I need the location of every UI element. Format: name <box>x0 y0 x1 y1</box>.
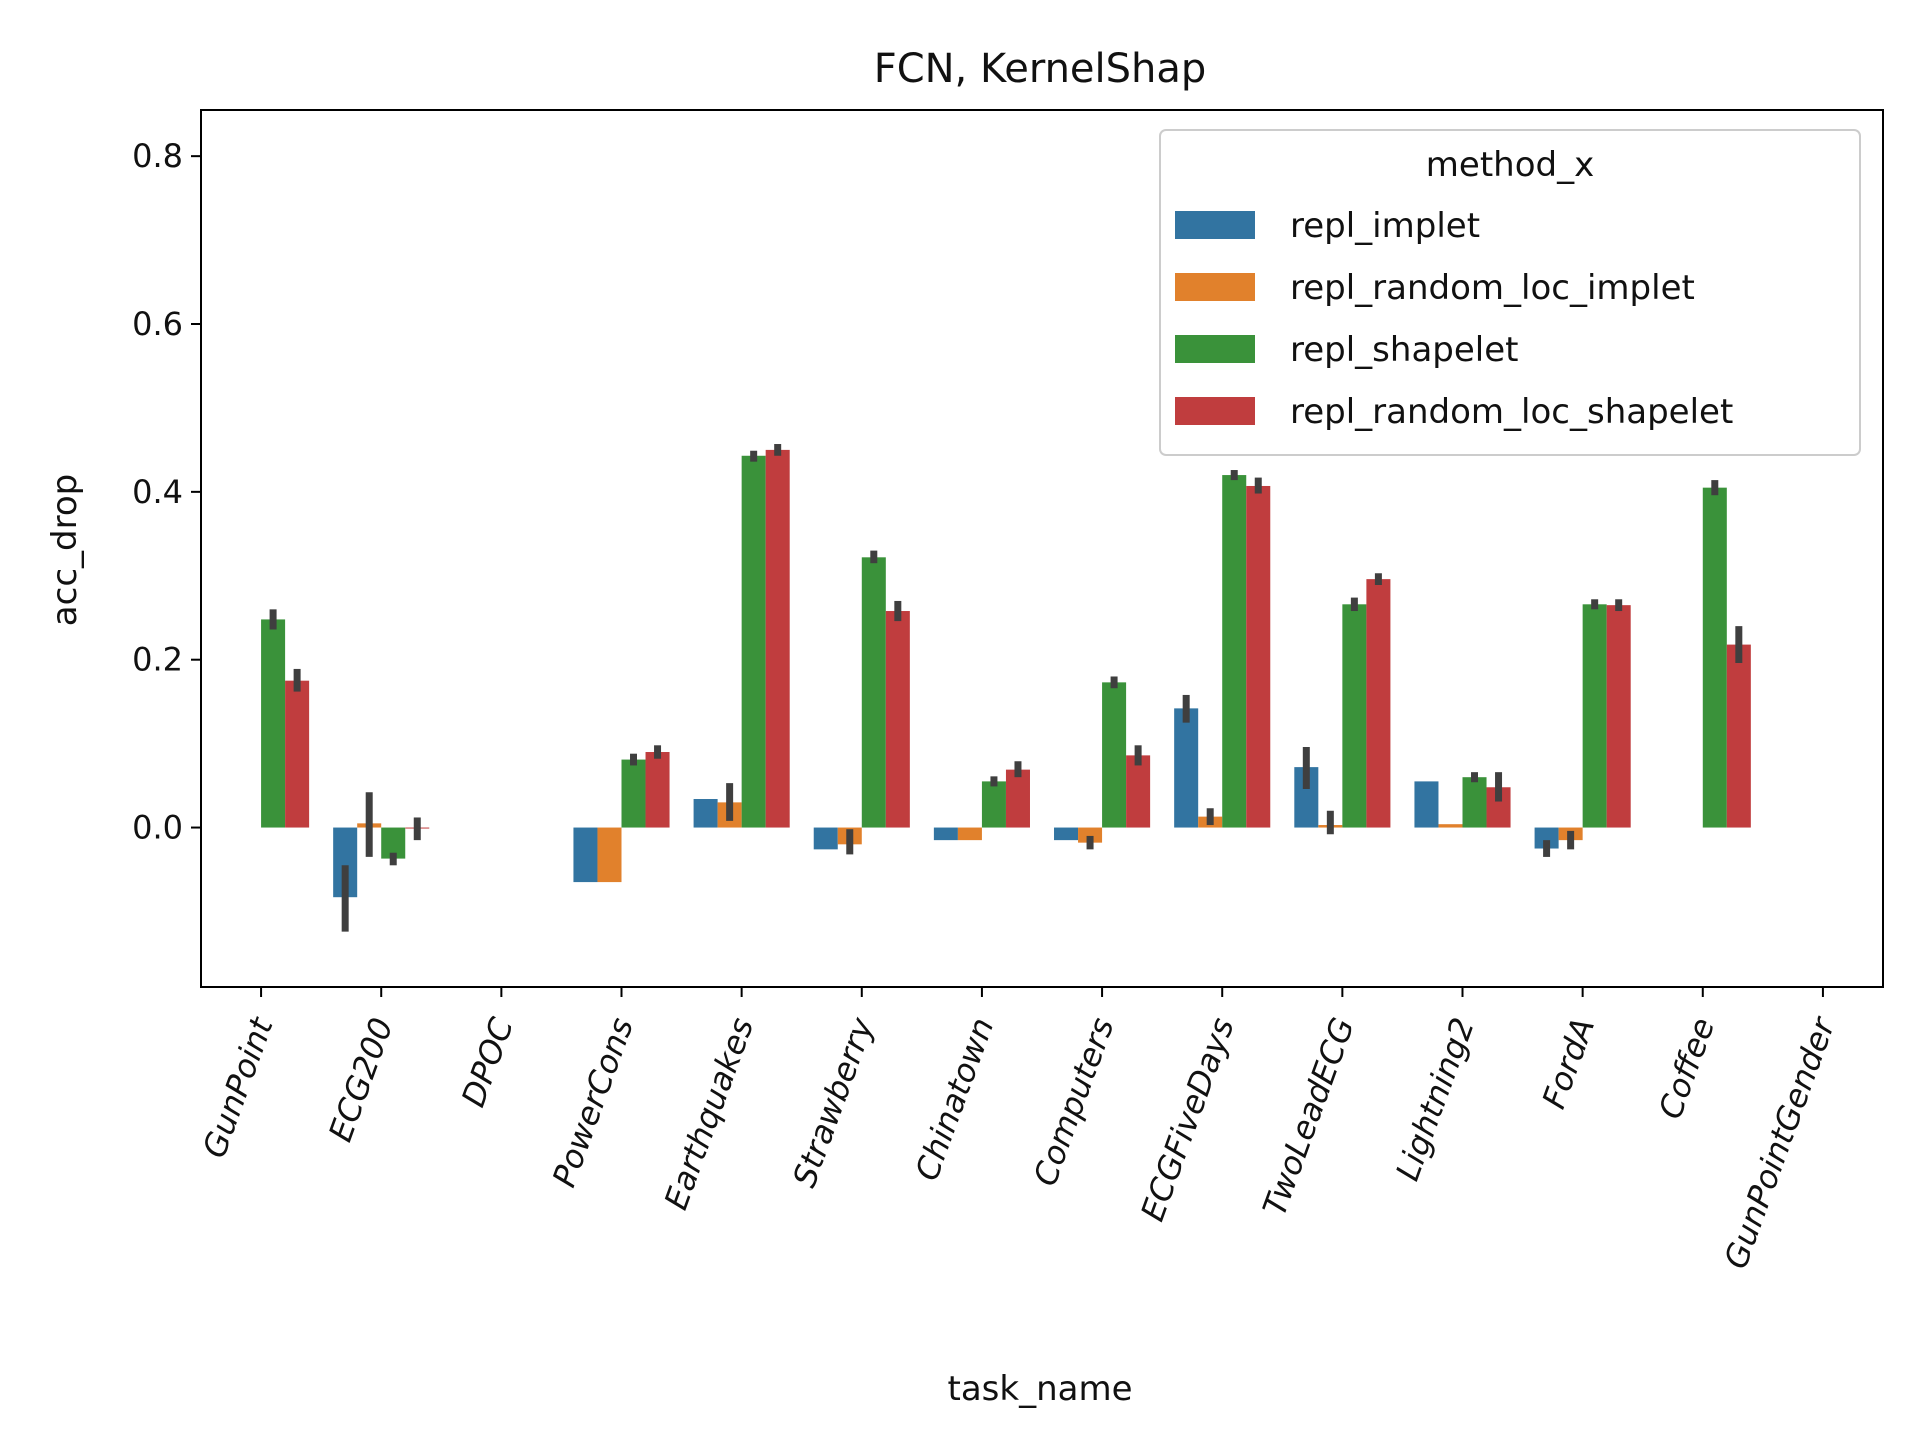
x-tick-label: Earthquakes <box>657 1013 761 1215</box>
bar-repl_random_loc_shapelet-Computers <box>1126 755 1151 828</box>
bar-repl_shapelet-TwoLeadECG <box>1342 604 1367 828</box>
x-tick-label: TwoLeadECG <box>1255 1013 1362 1221</box>
error-bars-layer <box>269 444 1743 932</box>
bar-repl_shapelet-Computers <box>1102 682 1127 828</box>
x-tick-label: GunPoint <box>195 1011 281 1163</box>
y-axis-label: acc_drop <box>45 474 85 626</box>
legend-label-repl_implet: repl_implet <box>1290 206 1480 246</box>
bar-repl_random_loc_shapelet-Coffee <box>1726 644 1751 828</box>
legend-label-repl_shapelet: repl_shapelet <box>1290 330 1518 370</box>
bar-repl_shapelet-ECGFiveDays <box>1222 475 1247 828</box>
legend-label-repl_random_loc_shapelet: repl_random_loc_shapelet <box>1290 392 1733 432</box>
bar-repl_implet-Lightning2 <box>1414 781 1439 828</box>
legend-label-repl_random_loc_implet: repl_random_loc_implet <box>1290 268 1695 308</box>
legend-swatch-repl_random_loc_implet <box>1175 273 1255 301</box>
y-tick-label: 0.4 <box>132 473 183 511</box>
bar-repl_implet-Strawberry <box>813 827 838 850</box>
bar-repl_shapelet-PowerCons <box>621 759 646 828</box>
bar-repl_implet-FordA <box>1534 827 1559 849</box>
bar-repl_implet-ECGFiveDays <box>1174 708 1199 828</box>
bar-repl_shapelet-FordA <box>1582 604 1607 828</box>
legend-swatch-repl_random_loc_shapelet <box>1175 397 1255 425</box>
bar-repl_shapelet-Chinatown <box>981 781 1006 828</box>
bar-repl_random_loc_shapelet-Chinatown <box>1005 769 1030 828</box>
x-tick-label: Coffee <box>1651 1013 1722 1124</box>
x-axis: GunPoint ECG200 DPOC PowerCons Earthquakes St… <box>195 987 1843 1274</box>
bar-repl_random_loc_implet-Lightning2 <box>1438 824 1463 828</box>
bar-repl_random_loc_implet-Computers <box>1078 827 1103 843</box>
bar-repl_shapelet-Coffee <box>1702 487 1727 828</box>
bar-repl_random_loc_shapelet-Strawberry <box>885 611 910 828</box>
y-tick-label: 0.6 <box>132 305 183 343</box>
bar-repl_shapelet-GunPoint <box>261 619 286 828</box>
bar-repl_shapelet-Strawberry <box>861 557 886 828</box>
y-axis: 0.0 0.2 0.4 0.6 0.8 <box>132 137 201 847</box>
y-tick-label: 0.8 <box>132 137 183 175</box>
bar-repl_random_loc_shapelet-ECGFiveDays <box>1246 485 1271 828</box>
bar-repl_random_loc_shapelet-Earthquakes <box>765 449 790 828</box>
bar-repl_implet-Chinatown <box>933 827 958 841</box>
bar-repl_implet-Earthquakes <box>693 799 718 828</box>
plot-frame <box>200 109 1884 988</box>
bars-layer <box>261 449 1751 898</box>
bar-repl_random_loc_shapelet-PowerCons <box>645 752 670 828</box>
x-tick-label: Lightning2 <box>1388 1013 1482 1186</box>
x-tick-label: DPOC <box>454 1012 521 1112</box>
bar-repl_shapelet-Earthquakes <box>741 455 766 828</box>
bar-repl_random_loc_implet-Chinatown <box>957 827 982 841</box>
legend-swatch-repl_implet <box>1175 211 1255 239</box>
bar-repl_shapelet-Lightning2 <box>1462 777 1487 828</box>
x-tick-label: ECG200 <box>321 1013 401 1147</box>
bar-repl_implet-PowerCons <box>573 827 598 883</box>
x-tick-label: ECGFiveDays <box>1133 1013 1242 1226</box>
legend-frame <box>1159 129 1861 456</box>
x-tick-label: Strawberry <box>785 1012 882 1192</box>
legend-items: repl_implet repl_random_loc_implet repl_sh… <box>1175 206 1733 432</box>
x-tick-label: FordA <box>1535 1013 1603 1114</box>
x-tick-label: Chinatown <box>908 1013 1002 1186</box>
bar-repl_random_loc_implet-PowerCons <box>597 827 622 883</box>
chart-title: FCN, KernelShap <box>874 46 1207 92</box>
legend: method_x repl_implet repl_random_loc_impl… <box>1159 129 1861 456</box>
x-axis-label: task_name <box>948 1369 1133 1409</box>
x-tick-label: Computers <box>1026 1013 1122 1191</box>
bar-repl_random_loc_shapelet-GunPoint <box>285 680 310 828</box>
y-tick-label: 0.2 <box>132 641 183 679</box>
bar-repl_random_loc_shapelet-TwoLeadECG <box>1366 579 1391 828</box>
legend-title: method_x <box>1426 145 1594 185</box>
bar-repl_implet-Computers <box>1054 827 1079 841</box>
legend-swatch-repl_shapelet <box>1175 335 1255 363</box>
x-tick-label: PowerCons <box>545 1013 641 1192</box>
y-tick-label: 0.0 <box>132 809 183 847</box>
bar-repl_random_loc_shapelet-FordA <box>1606 605 1631 828</box>
x-tick-label: GunPointGender <box>1716 1011 1843 1274</box>
